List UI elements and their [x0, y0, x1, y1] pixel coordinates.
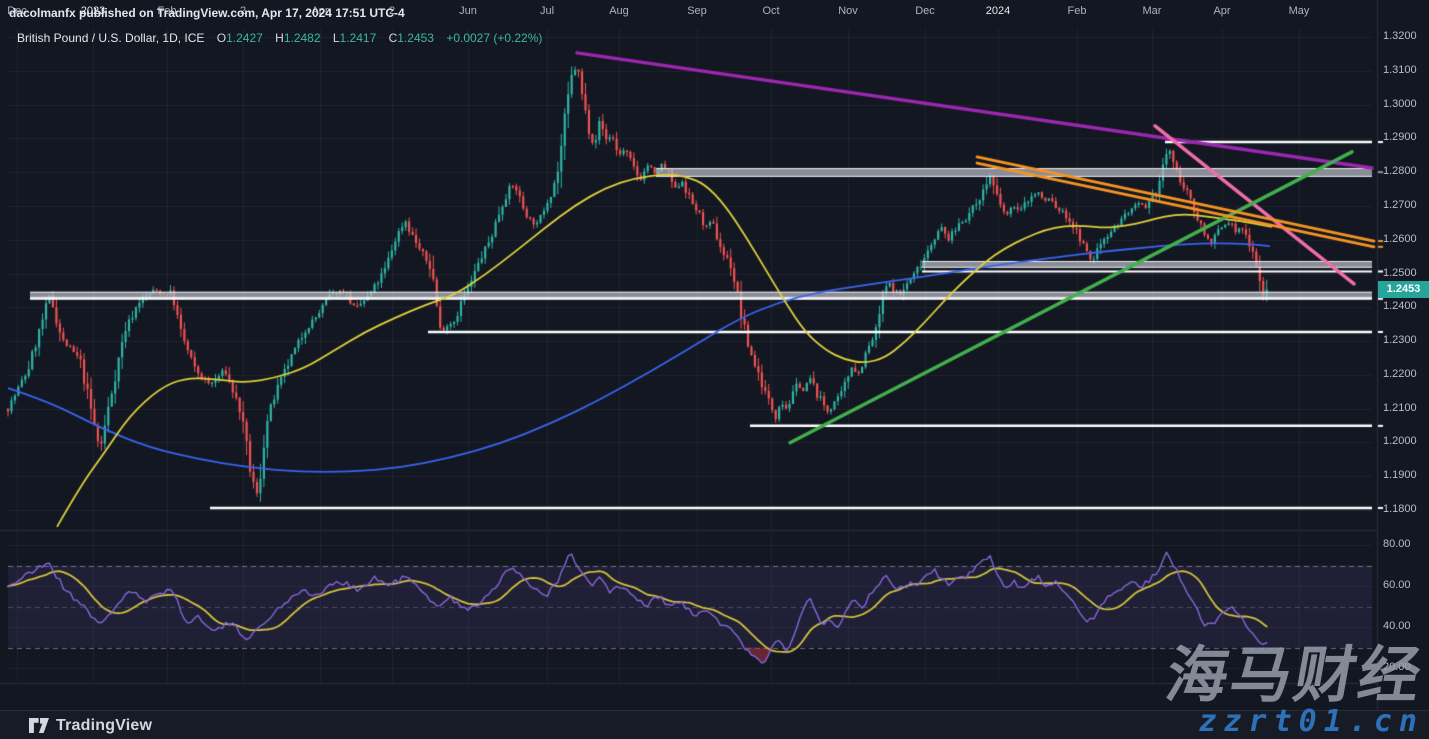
time-month-label: Oct [762, 5, 780, 17]
watermark-site-url: zzrt01.cn [1198, 704, 1424, 739]
price-tick-label: 1.3000 [1383, 97, 1417, 110]
time-year-label: 2023 [80, 5, 106, 17]
low-label: L [332, 31, 340, 45]
time-month-label: Aug [609, 5, 629, 17]
price-tick-label: 1.2000 [1383, 435, 1417, 448]
time-month-label: Sep [687, 5, 707, 17]
time-month-label: Apr [311, 5, 329, 17]
time-month-label: Jul [539, 5, 555, 17]
open-label: O [216, 31, 227, 45]
current-price-label: 1.2453 [1378, 280, 1429, 298]
rsi-tick-label: 60.00 [1383, 579, 1411, 591]
price-tick-label: 1.2400 [1383, 300, 1417, 313]
time-month-label: Apr [1213, 5, 1231, 17]
price-tick-label: 1.2800 [1383, 165, 1417, 178]
time-axis[interactable]: Dec 2023 Feb 2 Apr 2 Jun Jul Aug Sep Oct Nov Dec 2024… [0, 0, 1378, 26]
time-month-label: Jun [459, 5, 477, 17]
high-label: H [275, 31, 284, 45]
price-tick-label: 1.1900 [1383, 469, 1417, 482]
price-tick-label: 1.3100 [1383, 63, 1417, 76]
time-month-label: Dec [915, 5, 935, 17]
time-month-label: May [1288, 5, 1310, 17]
tradingview-logo-icon[interactable] [29, 718, 49, 733]
low-value: 1.2417 [339, 31, 377, 45]
time-month-label: Nov [838, 5, 858, 17]
symbol-legend[interactable]: British Pound / U.S. Dollar, 1D, ICE O1.… [17, 31, 542, 45]
close-value: 1.2453 [397, 31, 434, 45]
watermark-chinese-text: 海马财经 [1161, 641, 1429, 709]
time-month-label: 2 [388, 5, 396, 17]
price-tick-label: 1.2900 [1383, 131, 1417, 144]
price-tick-label: 1.2200 [1383, 367, 1417, 380]
time-month-label: Dec [7, 5, 27, 17]
publish-info: dacolmanfx published on TradingView.com,… [9, 6, 405, 20]
close-label: C [388, 31, 398, 45]
price-tick-label: 1.2300 [1383, 334, 1417, 347]
rsi-tick-label: 80.00 [1383, 538, 1411, 550]
symbol-title[interactable]: British Pound / U.S. Dollar, 1D, ICE [17, 31, 205, 45]
price-change: +0.0027 (+0.22%) [446, 31, 543, 45]
rsi-tick-label: 20.00 [1383, 661, 1411, 673]
price-tick-label: 1.2600 [1383, 232, 1417, 245]
time-month-label: Feb [1067, 5, 1087, 17]
tradingview-brand[interactable]: TradingView [56, 716, 153, 734]
price-tick-label: 1.2700 [1383, 198, 1417, 211]
footer-bar: TradingView [0, 710, 1429, 739]
time-month-label: 2 [239, 5, 247, 17]
time-month-label: Feb [157, 5, 177, 17]
price-tick-label: 1.3200 [1383, 30, 1417, 42]
open-value: 1.2427 [226, 31, 263, 45]
time-year-label: 2024 [985, 5, 1011, 17]
price-axis[interactable]: 1.3200 1.3100 1.3000 1.2900 1.2800 1.2700 1.26… [1378, 0, 1429, 530]
rsi-tick-label: 40.00 [1383, 620, 1411, 632]
price-tick-label: 1.2500 [1383, 266, 1417, 279]
high-value: 1.2482 [283, 31, 321, 45]
rsi-axis[interactable]: 80.00 60.00 40.00 20.00 [1378, 530, 1429, 683]
price-tick-label: 1.1800 [1383, 503, 1417, 515]
price-tick-label: 1.2100 [1383, 401, 1417, 414]
time-month-label: Mar [1142, 5, 1162, 17]
